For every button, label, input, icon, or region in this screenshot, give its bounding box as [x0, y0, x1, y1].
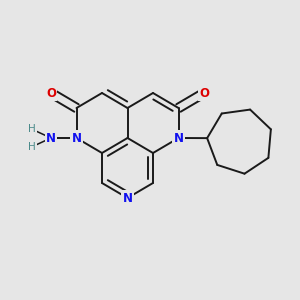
Text: H: H — [28, 142, 35, 152]
Text: O: O — [199, 86, 209, 100]
Text: N: N — [71, 131, 82, 145]
Text: O: O — [46, 86, 56, 100]
Text: N: N — [46, 131, 56, 145]
Text: H: H — [28, 124, 35, 134]
Text: N: N — [122, 191, 133, 205]
Text: N: N — [173, 131, 184, 145]
